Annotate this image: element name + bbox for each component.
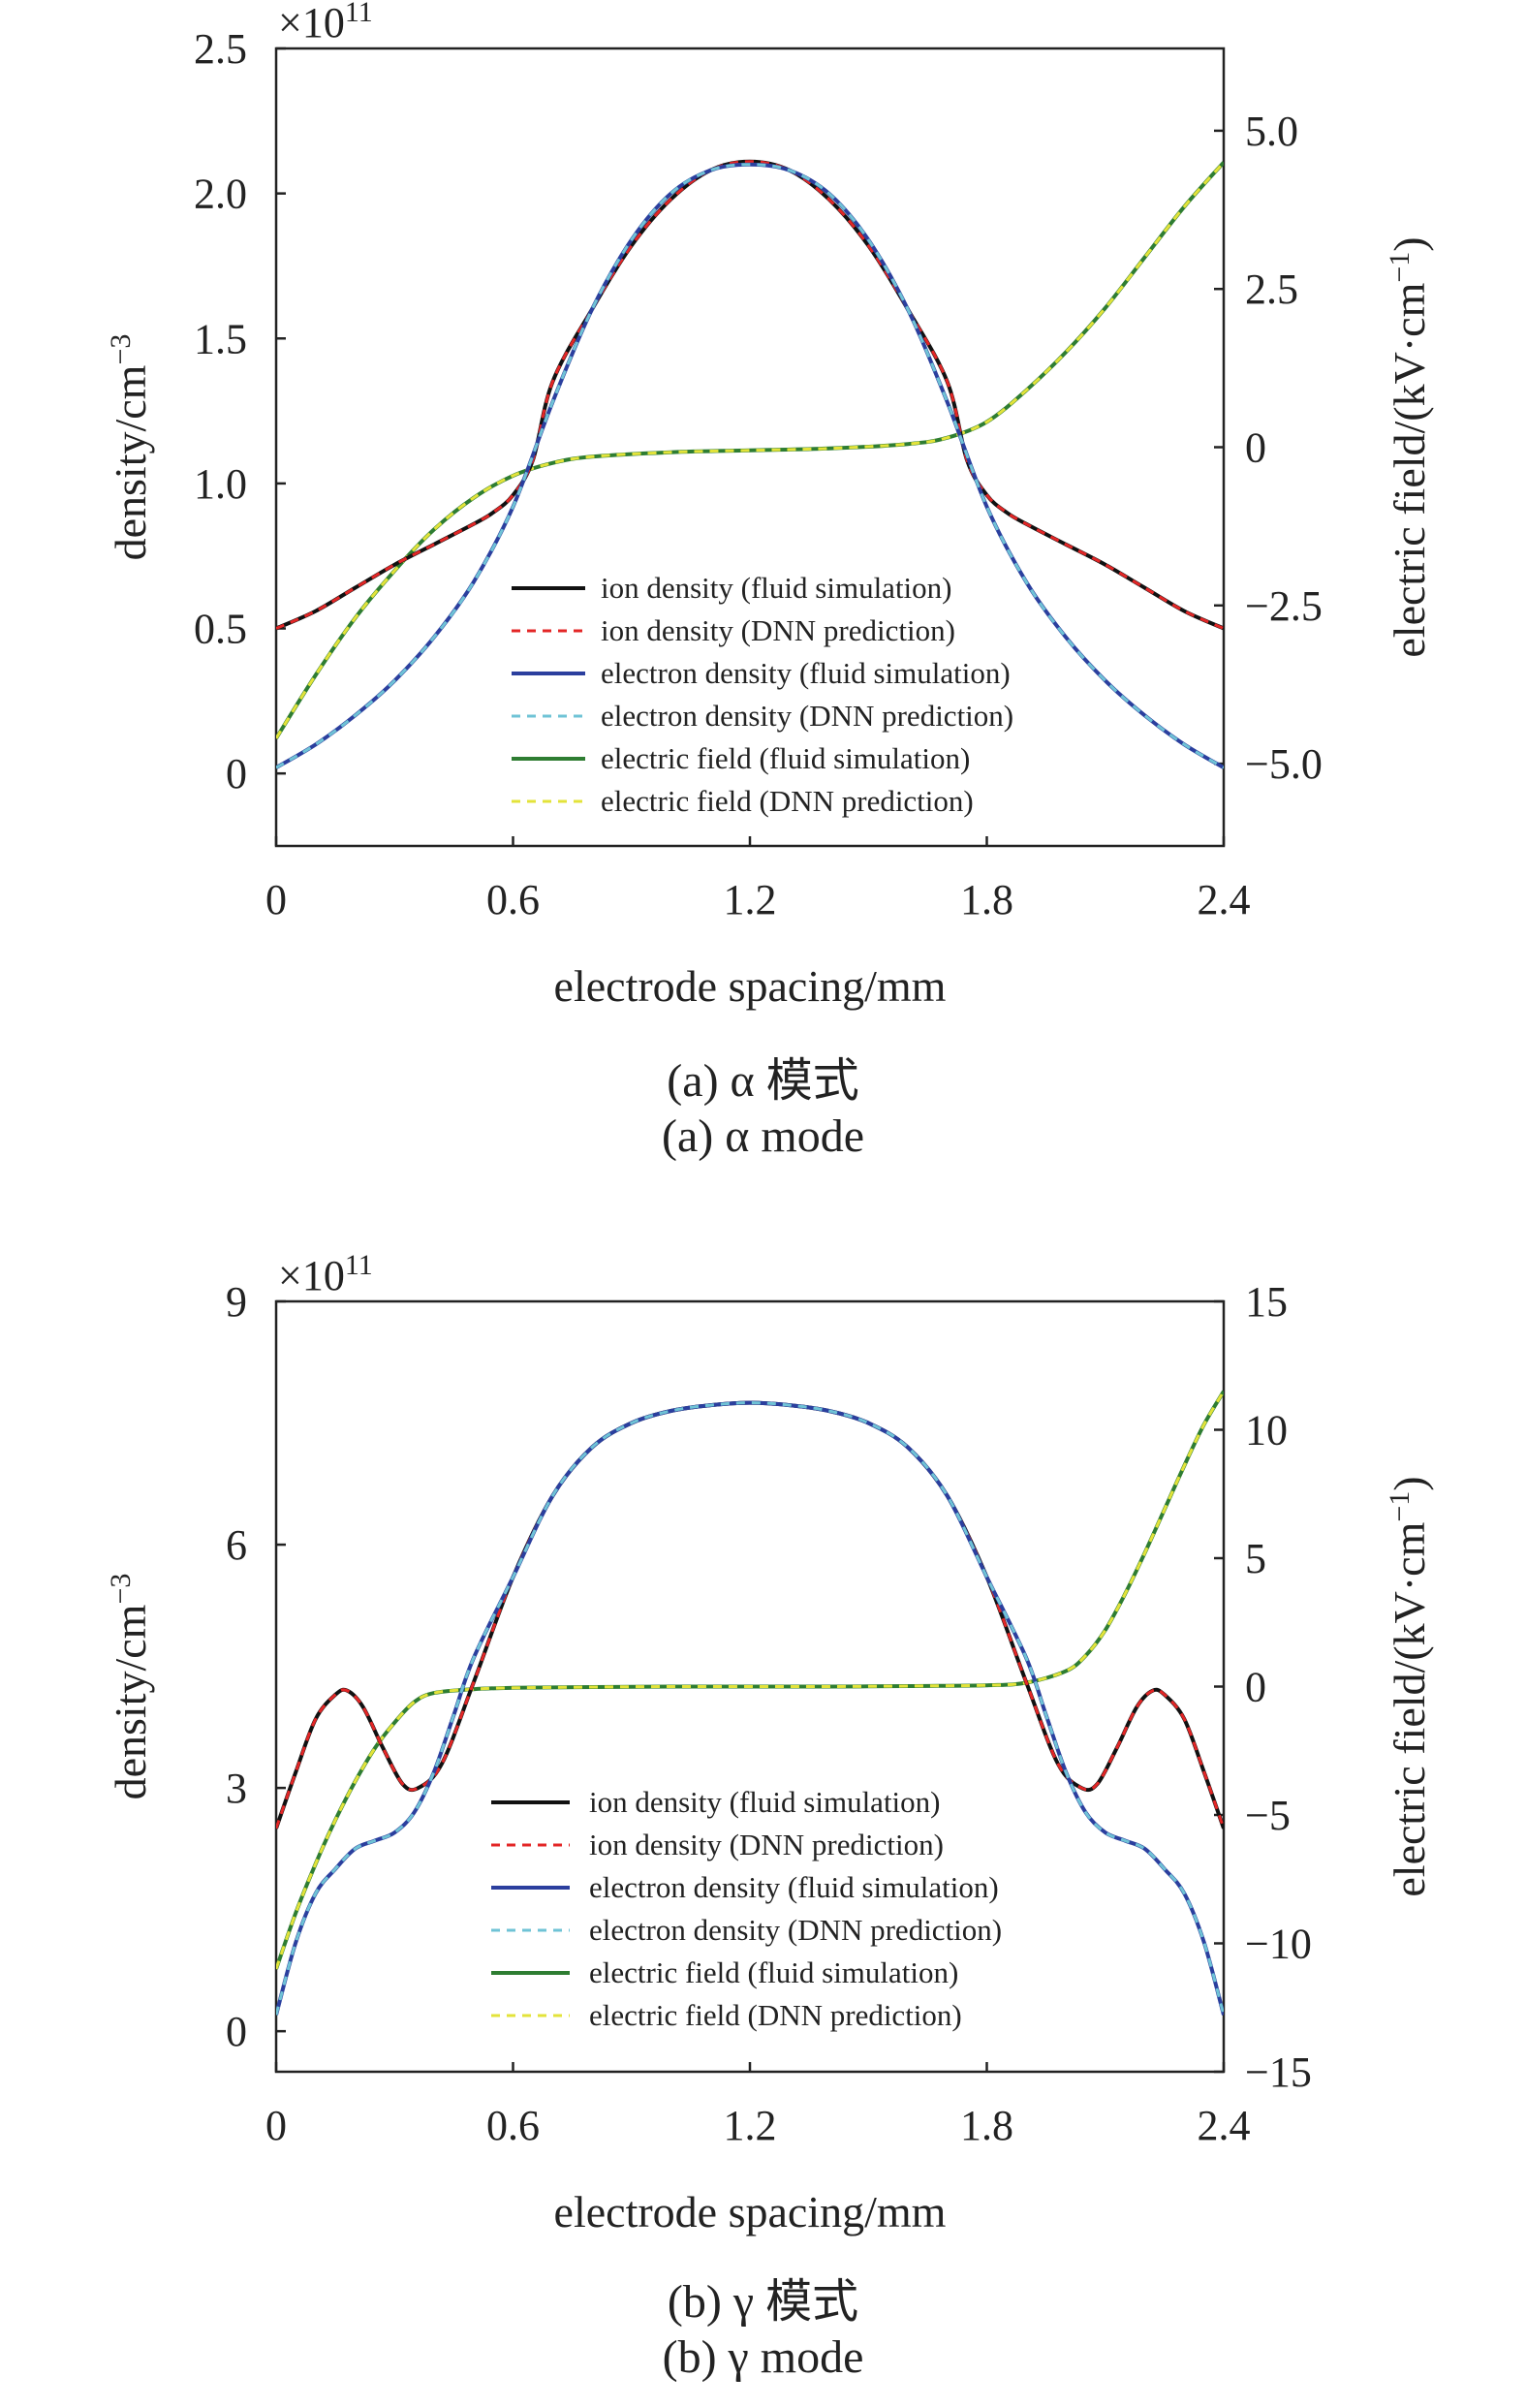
x-tick-label: 0 <box>265 2102 287 2149</box>
y-tick-label: 6 <box>226 1521 247 1569</box>
y2-tick-label: −2.5 <box>1245 582 1323 630</box>
chart-panel-a: 0 0.6 1.2 1.8 2.4 0 0.5 1.0 1.5 2.0 2.5 −5.0 −2.5 0 2.… <box>105 0 1434 1011</box>
y-tick-label: 9 <box>226 1278 247 1326</box>
y-tick-label: 1.0 <box>194 460 247 508</box>
ion-density-fluid-simulation-line <box>276 1400 1224 1829</box>
y2-tick-label: 5 <box>1245 1535 1266 1582</box>
legend-label: ion density (fluid simulation) <box>601 571 952 605</box>
x-tick-label: 0 <box>265 876 287 923</box>
y-axis-label: density/cm−3 <box>105 1574 155 1800</box>
caption-b-chinese: (b) γ 模式 <box>667 2276 859 2328</box>
legend-label: electron density (DNN prediction) <box>601 699 1013 733</box>
legend-label: ion density (DNN prediction) <box>589 1828 944 1861</box>
legend: ion density (fluid simulation) ion densit… <box>512 571 1013 818</box>
y2-tick-label: −5.0 <box>1245 740 1323 788</box>
legend-label: ion density (fluid simulation) <box>589 1785 941 1819</box>
y2-tick-label: 5.0 <box>1245 108 1298 155</box>
y2-tick-label: 15 <box>1245 1278 1288 1326</box>
caption-a-chinese: (a) α 模式 <box>667 1055 859 1107</box>
y-tick-label: 0 <box>226 750 247 797</box>
y2-tick-label: 0 <box>1245 424 1266 472</box>
x-tick-label: 1.2 <box>724 876 777 923</box>
chart-panel-b: 0 0.6 1.2 1.8 2.4 0 3 6 9 −15 −10 −5 0 5 10 15 ×1011 elec… <box>105 1249 1434 2236</box>
electron-density-dnn-prediction-line <box>276 1401 1224 2016</box>
y-tick-label: 0.5 <box>194 606 247 653</box>
legend-label: electron density (fluid simulation) <box>601 656 1011 690</box>
electric-field-dnn-prediction-line <box>276 1391 1224 1970</box>
y2-axis-label: electric field/(kV·cm−1) <box>1384 1476 1434 1896</box>
y2-axis-label: electric field/(kV·cm−1) <box>1384 236 1434 657</box>
caption-a-english: (a) α mode <box>661 1110 865 1162</box>
y2-tick-label: −10 <box>1245 1921 1312 1968</box>
x-tick-label: 0.6 <box>486 2102 540 2149</box>
y2-tick-label: 10 <box>1245 1407 1288 1454</box>
legend-label: electric field (fluid simulation) <box>601 741 970 775</box>
legend-label: electric field (DNN prediction) <box>589 1998 962 2032</box>
caption-b-english: (b) γ mode <box>662 2331 864 2383</box>
x-axis-label: electrode spacing/mm <box>554 961 947 1011</box>
legend-label: ion density (DNN prediction) <box>601 613 955 647</box>
y-tick-label: 0 <box>226 2008 247 2055</box>
y-tick-label: 1.5 <box>194 315 247 362</box>
y2-tick-label: −5 <box>1245 1792 1291 1839</box>
y-multiplier-label: ×1011 <box>278 1249 373 1299</box>
y-multiplier-label: ×1011 <box>278 0 373 47</box>
plot-area <box>276 159 1224 769</box>
y2-tick-label: 0 <box>1245 1664 1266 1711</box>
ion-density-dnn-prediction-line <box>276 1401 1224 1829</box>
ion-density-dnn-prediction-line <box>276 160 1224 630</box>
legend-label: electric field (DNN prediction) <box>601 784 974 818</box>
electron-density-dnn-prediction-line <box>276 163 1224 769</box>
legend-label: electron density (DNN prediction) <box>589 1913 1002 1947</box>
x-tick-label: 1.8 <box>960 876 1013 923</box>
electric-field-fluid-simulation-line <box>276 161 1224 740</box>
plot-area <box>276 1390 1224 2016</box>
ion-density-fluid-simulation-line <box>276 159 1224 631</box>
x-tick-label: 2.4 <box>1198 2102 1251 2149</box>
legend-label: electric field (fluid simulation) <box>589 1955 958 1989</box>
y-tick-label: 2.5 <box>194 25 247 73</box>
legend: ion density (fluid simulation) ion densit… <box>491 1785 1002 2032</box>
y-tick-label: 2.0 <box>194 171 247 218</box>
y-axis-label: density/cm−3 <box>105 334 155 561</box>
y-tick-label: 3 <box>226 1765 247 1812</box>
x-tick-label: 0.6 <box>486 876 540 923</box>
x-tick-label: 1.2 <box>724 2102 777 2149</box>
y2-tick-label: −15 <box>1245 2048 1312 2096</box>
x-axis-label: electrode spacing/mm <box>554 2187 947 2236</box>
y2-tick-label: 2.5 <box>1245 266 1298 313</box>
legend-label: electron density (fluid simulation) <box>589 1870 999 1904</box>
x-tick-label: 2.4 <box>1198 876 1251 923</box>
x-tick-label: 1.8 <box>960 2102 1013 2149</box>
